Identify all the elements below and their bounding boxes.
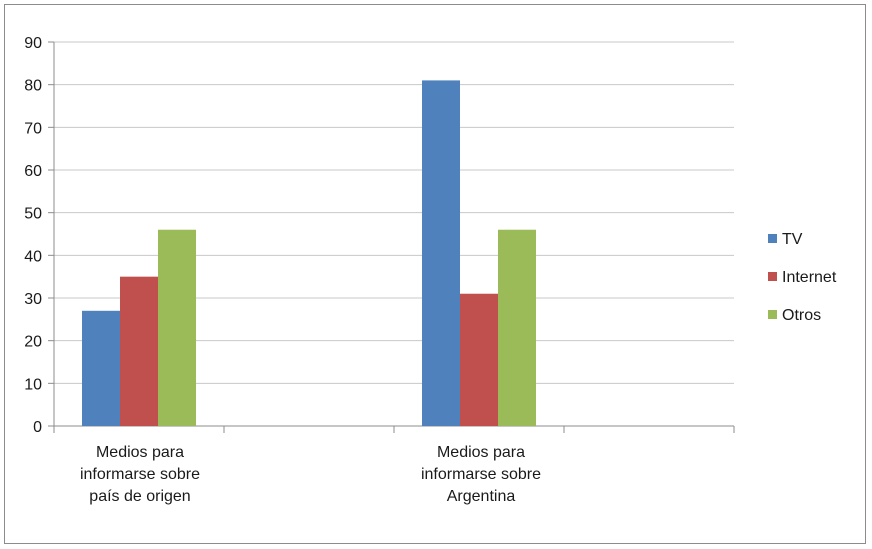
category-label: Medios para informarse sobre Argentina	[421, 444, 541, 505]
category-label-line: informarse sobre	[80, 466, 200, 483]
legend-swatch-otros	[768, 310, 777, 319]
y-tick-label: 80	[24, 78, 42, 95]
bar-otros-1	[498, 229, 536, 426]
category-label-line: Medios para	[437, 444, 525, 461]
y-tick-label: 0	[33, 419, 42, 436]
y-tick-label: 30	[24, 291, 42, 308]
bar-otros-0	[158, 229, 196, 426]
bar-internet-0	[120, 276, 158, 426]
y-tick-label: 20	[24, 334, 42, 351]
bar-internet-1	[460, 293, 498, 426]
legend-label-otros: Otros	[782, 307, 821, 324]
legend-label-internet: Internet	[782, 269, 837, 286]
category-label-line: Argentina	[447, 488, 516, 505]
legend-swatch-internet	[768, 272, 777, 281]
bar-tv-1	[422, 80, 460, 427]
category-label: Medios para informarse sobre país de orige…	[80, 444, 200, 505]
category-label-line: país de origen	[89, 488, 190, 505]
y-tick-label: 50	[24, 206, 42, 223]
y-tick-label: 60	[24, 163, 42, 180]
y-tick-label: 90	[24, 35, 42, 52]
category-label-line: Medios para	[96, 444, 184, 461]
category-label-line: informarse sobre	[421, 466, 541, 483]
legend-label-tv: TV	[782, 231, 803, 248]
bar-tv-0	[82, 310, 120, 426]
legend-swatch-tv	[768, 234, 777, 243]
y-tick-label: 70	[24, 120, 42, 137]
y-tick-label: 40	[24, 248, 42, 265]
y-tick-label: 10	[24, 376, 42, 393]
